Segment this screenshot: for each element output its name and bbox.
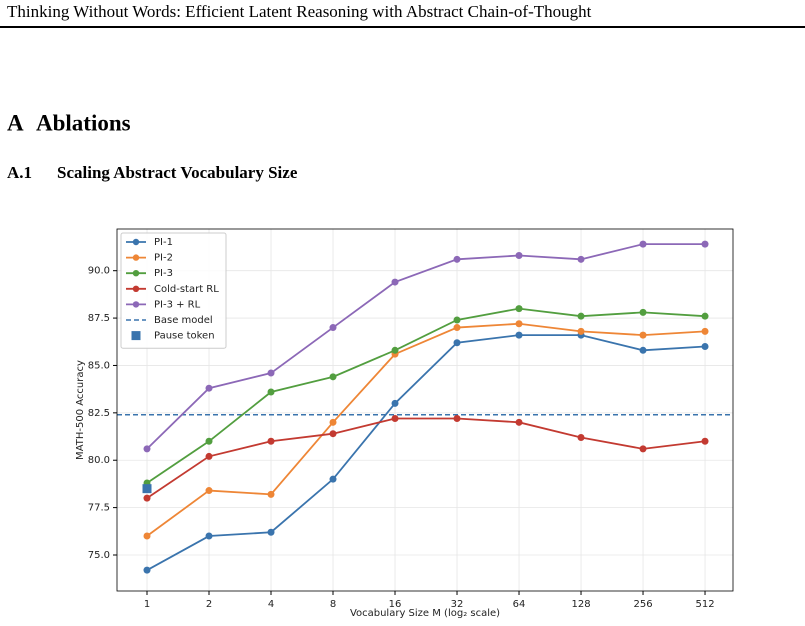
- y-tick-label: 77.5: [88, 503, 110, 514]
- x-tick-label: 64: [513, 599, 526, 610]
- data-point: [267, 528, 275, 536]
- data-point: [205, 452, 213, 460]
- data-point: [515, 305, 523, 313]
- data-point: [639, 445, 647, 453]
- data-point: [391, 399, 399, 407]
- pause-token-marker: [142, 484, 152, 494]
- series-line: [146, 243, 706, 450]
- legend-label: Pause token: [154, 331, 215, 342]
- legend-swatch-marker: [132, 270, 140, 277]
- data-point: [453, 316, 461, 324]
- legend-label: PI-2: [154, 253, 173, 264]
- data-point: [143, 566, 151, 574]
- data-point: [453, 339, 461, 347]
- legend-swatch-marker: [132, 301, 140, 308]
- data-point: [577, 255, 585, 263]
- data-point: [453, 415, 461, 423]
- data-point: [267, 369, 275, 377]
- series-line: [146, 322, 706, 537]
- y-tick-label: 82.5: [88, 408, 110, 419]
- plot-frame: [116, 228, 734, 592]
- data-point: [577, 312, 585, 320]
- legend-swatch-marker: [132, 254, 140, 261]
- data-point: [701, 312, 709, 320]
- data-point: [701, 437, 709, 445]
- x-tick-label: 128: [571, 599, 590, 610]
- legend-label: PI-1: [154, 237, 173, 248]
- y-axis-label: MATH-500 Accuracy: [75, 360, 86, 460]
- data-point: [577, 327, 585, 335]
- x-tick-label: 2: [206, 599, 212, 610]
- data-point: [453, 255, 461, 263]
- legend-swatch-marker: [132, 285, 140, 292]
- data-point: [329, 475, 337, 483]
- running-header: Thinking Without Words: Efficient Latent…: [7, 2, 592, 21]
- data-point: [639, 346, 647, 354]
- data-point: [515, 331, 523, 339]
- data-point: [639, 331, 647, 339]
- data-point: [205, 487, 213, 495]
- data-point: [577, 433, 585, 441]
- data-point: [453, 324, 461, 332]
- x-tick-label: 16: [389, 599, 402, 610]
- x-tick-label: 4: [268, 599, 274, 610]
- subsection-number: A.1: [7, 163, 32, 182]
- data-point: [329, 430, 337, 438]
- section-title: Ablations: [36, 110, 131, 135]
- data-point: [329, 373, 337, 381]
- data-point: [701, 343, 709, 351]
- y-tick-label: 80.0: [88, 455, 110, 466]
- data-point: [515, 320, 523, 328]
- x-tick-label: 1: [144, 599, 150, 610]
- legend-label: PI-3 + RL: [154, 299, 201, 310]
- legend-box: [120, 232, 227, 349]
- x-axis-label: Vocabulary Size M (log₂ scale): [350, 608, 500, 619]
- x-tick-label: 256: [633, 599, 652, 610]
- series-line: [146, 307, 706, 484]
- data-point: [639, 308, 647, 316]
- data-point: [701, 327, 709, 335]
- y-tick-label: 90.0: [88, 266, 110, 277]
- data-point: [143, 445, 151, 453]
- section-number: A: [7, 110, 24, 135]
- data-point: [701, 240, 709, 248]
- legend-swatch: [131, 331, 141, 341]
- data-point: [391, 278, 399, 286]
- data-point: [143, 532, 151, 540]
- y-tick-label: 85.0: [88, 360, 110, 371]
- legend-label: Base model: [154, 315, 213, 326]
- data-point: [515, 418, 523, 426]
- x-tick-label: 8: [330, 599, 336, 610]
- x-tick-label: 512: [695, 599, 714, 610]
- series-line: [146, 417, 706, 499]
- data-point: [515, 252, 523, 260]
- legend-label: Cold-start RL: [154, 284, 219, 295]
- data-point: [267, 388, 275, 396]
- data-point: [391, 346, 399, 354]
- data-point: [329, 324, 337, 332]
- data-point: [205, 384, 213, 392]
- subsection-title: Scaling Abstract Vocabulary Size: [57, 163, 298, 182]
- data-point: [639, 240, 647, 248]
- legend-label: PI-3: [154, 268, 173, 279]
- data-point: [267, 437, 275, 445]
- data-point: [391, 415, 399, 423]
- legend-swatch-marker: [132, 238, 140, 246]
- y-tick-label: 75.0: [88, 550, 110, 561]
- data-point: [267, 490, 275, 498]
- y-tick-label: 87.5: [88, 313, 110, 324]
- data-point: [205, 437, 213, 445]
- data-point: [329, 418, 337, 426]
- series-line: [146, 334, 706, 571]
- data-point: [205, 532, 213, 540]
- x-tick-label: 32: [451, 599, 464, 610]
- header-rule: [0, 26, 805, 28]
- data-point: [143, 494, 151, 502]
